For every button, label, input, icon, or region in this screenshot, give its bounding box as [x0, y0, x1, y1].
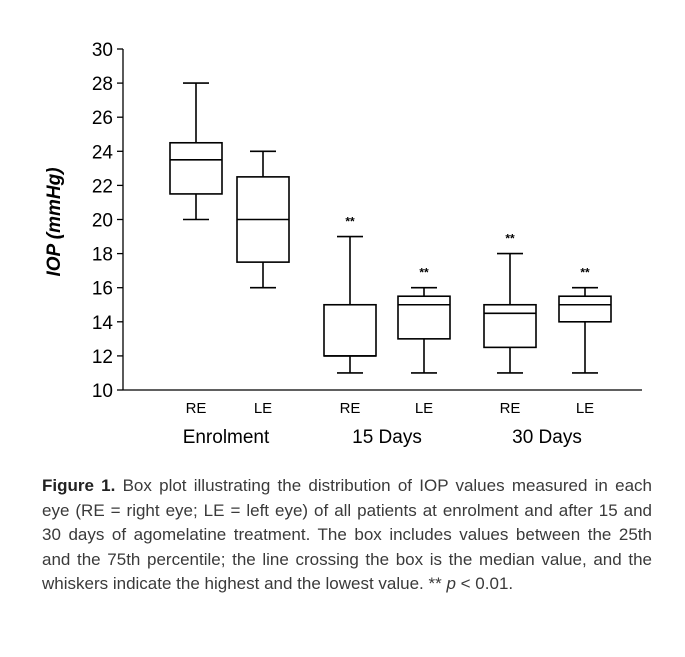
y-tick-label: 28	[92, 74, 113, 95]
group-label: 15 Days	[352, 427, 422, 448]
y-tick-label: 10	[92, 381, 113, 402]
x-tick-label: LE	[254, 400, 272, 417]
figure-label: Figure 1.	[42, 476, 116, 495]
y-tick-label: 16	[92, 279, 113, 300]
y-tick-label: 24	[92, 142, 114, 163]
y-tick-label: 12	[92, 347, 113, 368]
iqr-box	[397, 295, 451, 340]
x-tick-label: LE	[415, 400, 433, 417]
x-tick-label: RE	[340, 400, 361, 417]
box-le-1: LE	[236, 150, 290, 417]
group-label: 30 Days	[512, 427, 582, 448]
x-tick-label: LE	[576, 400, 594, 417]
y-tick-label: 14	[92, 313, 114, 334]
x-tick-label: RE	[500, 400, 521, 417]
x-tick-label: RE	[186, 400, 207, 417]
p-symbol: p	[446, 574, 456, 593]
box-re-0: RE	[169, 82, 223, 417]
group-labels: Enrolment 15 Days 30 Days	[183, 427, 582, 448]
y-tick-label: 20	[92, 211, 113, 232]
significance-marker: **	[419, 266, 429, 280]
significance-marker: **	[345, 215, 355, 229]
y-tick-label: 22	[92, 176, 113, 197]
y-axis: 10 12 14 16 18 20 22 24 26 28 30	[92, 40, 124, 402]
iqr-box	[169, 141, 223, 195]
box-re-4: ** RE	[483, 232, 537, 417]
y-tick-label: 30	[92, 40, 113, 61]
y-tick-label: 18	[92, 245, 113, 266]
box-re-2: ** RE	[323, 215, 377, 417]
caption-text-end: < 0.01.	[455, 574, 514, 593]
caption-text: Box plot illustrating the distribution o…	[42, 476, 652, 593]
box-le-5: ** LE	[558, 266, 612, 417]
significance-marker: **	[580, 266, 590, 280]
box-le-3: ** LE	[397, 266, 451, 417]
significance-marker: **	[505, 232, 515, 246]
iqr-box	[558, 295, 612, 323]
y-tick-label: 26	[92, 108, 113, 129]
group-label: Enrolment	[183, 427, 270, 448]
figure-caption: Figure 1. Box plot illustrating the dist…	[42, 474, 652, 597]
iqr-box	[483, 303, 537, 349]
y-axis-label: IOP (mmHg)	[44, 167, 65, 276]
iqr-box	[323, 303, 377, 357]
boxes: RE LE ** RE ** LE ** RE ** LE	[169, 82, 612, 417]
